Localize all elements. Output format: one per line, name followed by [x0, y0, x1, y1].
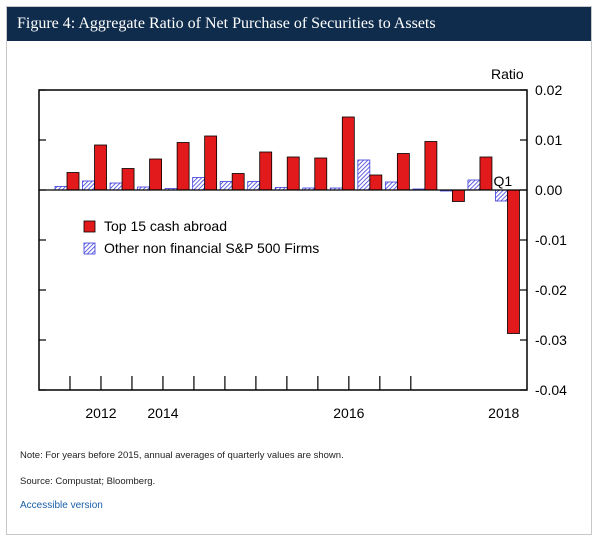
legend-label-top15: Top 15 cash abroad — [104, 218, 227, 234]
bar-top15 — [369, 174, 383, 191]
y-axis-label: Ratio — [491, 66, 524, 82]
bar-top15 — [341, 116, 355, 191]
y-tick-label: -0.04 — [535, 382, 567, 398]
accessible-version-link[interactable]: Accessible version — [20, 500, 103, 511]
bar-other-sp500 — [192, 177, 206, 191]
bar-top15 — [396, 153, 410, 191]
chart-note: Note: For years before 2015, annual aver… — [20, 450, 344, 461]
annotation-q1: Q1 — [493, 173, 512, 189]
y-tick-label: -0.02 — [535, 282, 567, 298]
bar-other-sp500 — [384, 181, 398, 191]
legend-swatch-other — [83, 242, 96, 255]
figure-frame: Figure 4: Aggregate Ratio of Net Purchas… — [6, 6, 592, 535]
x-tick-label: 2012 — [85, 405, 116, 421]
bar-other-sp500 — [109, 182, 123, 191]
bar-other-sp500 — [219, 181, 233, 191]
bar-top15 — [286, 156, 300, 191]
bar-top15 — [94, 144, 107, 191]
y-tick-label: -0.01 — [535, 232, 567, 248]
bar-top15 — [479, 156, 493, 191]
legend-label-other: Other non financial S&P 500 Firms — [104, 240, 319, 256]
chart: 0.02 0.01 0.00 -0.01 -0.02 -0.03 -0.04 Ratio 201… — [38, 66, 567, 421]
bar-top15 — [452, 189, 465, 202]
bar-top15 — [121, 168, 135, 191]
x-tick-label: 2014 — [147, 405, 178, 421]
bar-other-sp500 — [247, 181, 261, 191]
figure-title: Figure 4: Aggregate Ratio of Net Purchas… — [7, 7, 591, 41]
bar-top15 — [259, 151, 273, 191]
legend-swatch-top15 — [83, 220, 96, 233]
bar-top15 — [204, 135, 218, 191]
bar-top15 — [149, 158, 162, 191]
x-tick-label: 2018 — [488, 405, 519, 421]
bar-top15 — [66, 172, 80, 191]
bar-top15 — [424, 141, 438, 191]
bar-top15 — [176, 142, 190, 191]
bar-other-sp500 — [495, 189, 508, 202]
y-tick-label: 0.00 — [535, 182, 562, 198]
bar-other-sp500 — [467, 179, 481, 191]
bar-top15 — [231, 173, 245, 191]
x-tick-label: 2016 — [333, 405, 364, 421]
bar-top15 — [507, 189, 520, 334]
y-tick-label: 0.02 — [535, 82, 562, 98]
y-tick-label: 0.01 — [535, 132, 562, 148]
bar-other-sp500 — [82, 180, 95, 191]
bar-top15 — [314, 157, 328, 191]
y-tick-label: -0.03 — [535, 332, 567, 348]
bar-other-sp500 — [357, 159, 371, 191]
chart-source: Source: Compustat; Bloomberg. — [20, 476, 156, 487]
